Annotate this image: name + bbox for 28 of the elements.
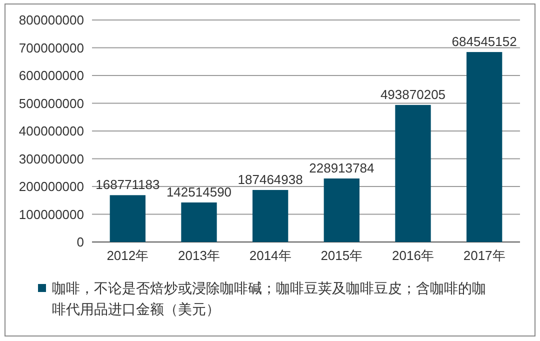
y-tick-label: 0 — [76, 234, 84, 250]
y-tick-label: 200000000 — [18, 179, 84, 194]
bar — [181, 202, 217, 242]
x-tick-label: 2016年 — [392, 248, 434, 263]
x-tick-label: 2013年 — [178, 248, 220, 263]
x-tick-label: 2014年 — [249, 248, 292, 263]
data-label: 168771183 — [96, 177, 160, 192]
y-tick-label: 700000000 — [18, 40, 84, 56]
y-tick-label: 400000000 — [18, 124, 84, 139]
legend-label: 咖啡，不论是否焙炒或浸除咖啡碱；咖啡豆荚及咖啡豆皮；含咖啡的咖啡代用品进口金额（美元） — [52, 280, 486, 317]
data-label: 228913784 — [309, 160, 374, 176]
y-tick-label: 100000000 — [18, 206, 84, 222]
bar — [110, 195, 146, 242]
bar — [324, 178, 360, 242]
x-tick-label: 2017年 — [463, 248, 506, 263]
x-tick-label: 2012年 — [106, 248, 149, 263]
data-label: 493870205 — [380, 86, 446, 102]
x-tick-label: 2015年 — [320, 248, 363, 263]
data-label: 142514590 — [166, 184, 232, 200]
data-label: 187464938 — [238, 172, 303, 187]
bar — [252, 190, 288, 242]
bar — [395, 104, 431, 242]
y-tick-label: 600000000 — [18, 68, 84, 84]
y-tick-label: 800000000 — [18, 12, 84, 28]
bar — [466, 52, 502, 242]
y-tick-label: 300000000 — [18, 151, 84, 166]
y-tick-label: 500000000 — [18, 96, 84, 111]
data-label: 684545152 — [452, 34, 517, 50]
